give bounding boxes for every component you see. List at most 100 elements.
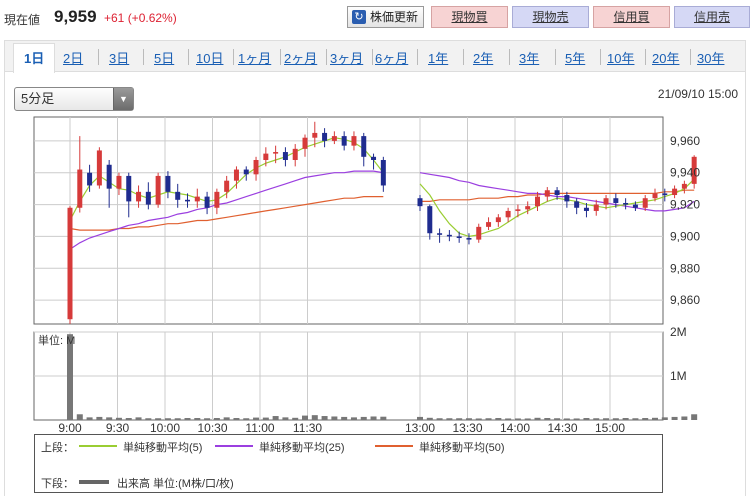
candlesticks [67,121,697,324]
tab-2y[interactable]: 2年 [473,51,494,66]
interval-select[interactable]: 5分足 ▼ [14,87,134,111]
candle-down [380,159,386,186]
time-tick-label: 10:30 [197,421,227,435]
volume-bar [360,416,367,420]
volume-bar [125,418,132,420]
candle-down [574,201,580,208]
legend-volume-label: 出来高 単位:(M株/口/枚) [117,478,234,490]
candle-up [476,226,482,240]
tab-3y[interactable]: 3年 [519,51,540,66]
time-tick-label: 10:00 [150,421,180,435]
legend-ma5-swatch [79,445,117,447]
candle-down [427,206,433,234]
volume-bar [632,418,639,420]
candle-up [535,196,540,207]
cash-sell-button[interactable]: 現物売 [512,6,589,28]
volume-bar [213,418,220,420]
tab-1y[interactable]: 1年 [428,51,449,66]
volume-bar [554,418,561,420]
margin-sell-button[interactable]: 信用売 [674,6,750,28]
volume-tick-label: 2M [670,325,687,339]
volume-bar [184,418,191,420]
candle-up [642,198,648,208]
time-tick-label: 15:00 [595,421,625,435]
candle-down [446,234,452,237]
tab-3m[interactable]: 3ヶ月 [330,51,364,66]
time-tick-label: 11:30 [293,421,322,435]
tab-20y[interactable]: 20年 [652,51,680,66]
tab-divider [555,49,556,65]
quote-header: 現在値 9,959 +61 (+0.62%) ↻ 株価更新 現物買 現物売 信用… [0,0,750,34]
volume-bar [661,417,668,420]
legend-ma25-swatch [215,445,253,447]
tab-5d[interactable]: 5日 [154,51,175,66]
candle-up [116,175,122,189]
volume-bar [272,416,279,420]
candle-down [282,152,288,160]
interval-select-value: 5分足 [21,91,55,106]
volume-bar [681,416,688,420]
tab-6m[interactable]: 6ヶ月 [375,51,409,66]
tab-1d[interactable]: 1日 [13,43,56,73]
tab-5y[interactable]: 5年 [565,51,586,66]
volume-bar [370,416,377,420]
legend-volume-swatch [79,480,109,484]
time-tick-label: 9:00 [58,421,82,435]
candle-up [331,136,337,141]
volume-bar [436,418,443,420]
volume-bar [544,418,551,420]
volume-bar [135,417,142,420]
candle-up [691,156,697,184]
candle-down [165,175,171,192]
candle-down [87,172,93,186]
tab-30y[interactable]: 30年 [697,51,725,66]
volume-bar [671,416,678,420]
volume-bar [233,418,240,420]
candle-down [437,233,443,235]
price-tick-label: 9,860 [670,293,700,307]
tab-3d[interactable]: 3日 [109,51,130,66]
volume-bar [76,414,83,420]
volume-bar [145,418,152,420]
margin-buy-button[interactable]: 信用買 [593,6,670,28]
volume-bar [622,418,629,420]
volume-tick-label: 1M [670,369,687,383]
volume-bar [262,417,269,420]
cash-sell-label: 現物売 [532,10,569,24]
price-tick-label: 9,920 [670,198,700,212]
candle-up [292,148,298,160]
volume-bar [253,417,260,420]
period-tabs: 1日 2日 3日 5日 10日 1ヶ月 2ヶ月 3ヶ月 6ヶ月 1年 2年 3年… [4,40,746,73]
tab-2d[interactable]: 2日 [63,51,84,66]
refresh-price-button[interactable]: ↻ 株価更新 [347,6,424,28]
legend-ma25-label: 単純移動平均(25) [259,442,345,454]
axis-labels: 9,960 9,940 9,920 9,900 9,880 9,860 2M 1M 単位: M 9… [38,134,700,435]
candle-up [525,206,531,210]
tab-divider [417,49,418,65]
cash-buy-button[interactable]: 現物買 [431,6,508,28]
refresh-price-label: 株価更新 [370,10,419,24]
refresh-icon: ↻ [352,10,366,24]
tab-10y[interactable]: 10年 [607,51,635,66]
volume-bar [311,415,318,420]
chart-grid [33,116,664,421]
chevron-down-icon: ▼ [113,88,133,110]
tab-divider [188,49,189,65]
candle-up [194,196,200,202]
volume-bar [612,418,619,420]
tab-divider [98,49,99,65]
candle-up [233,169,239,181]
margin-sell-label: 信用売 [693,10,730,24]
tab-1m[interactable]: 1ヶ月 [238,51,272,66]
tab-2m[interactable]: 2ヶ月 [284,51,318,66]
tab-divider [600,49,601,65]
price-tick-label: 9,960 [670,134,700,148]
volume-bar [603,418,610,420]
candle-down [322,132,328,141]
candle-up [351,136,357,146]
volume-bar [380,416,387,420]
cash-buy-label: 現物買 [451,10,488,24]
candle-down [243,169,249,175]
ma50-line [69,196,384,231]
tab-10d[interactable]: 10日 [196,51,224,66]
